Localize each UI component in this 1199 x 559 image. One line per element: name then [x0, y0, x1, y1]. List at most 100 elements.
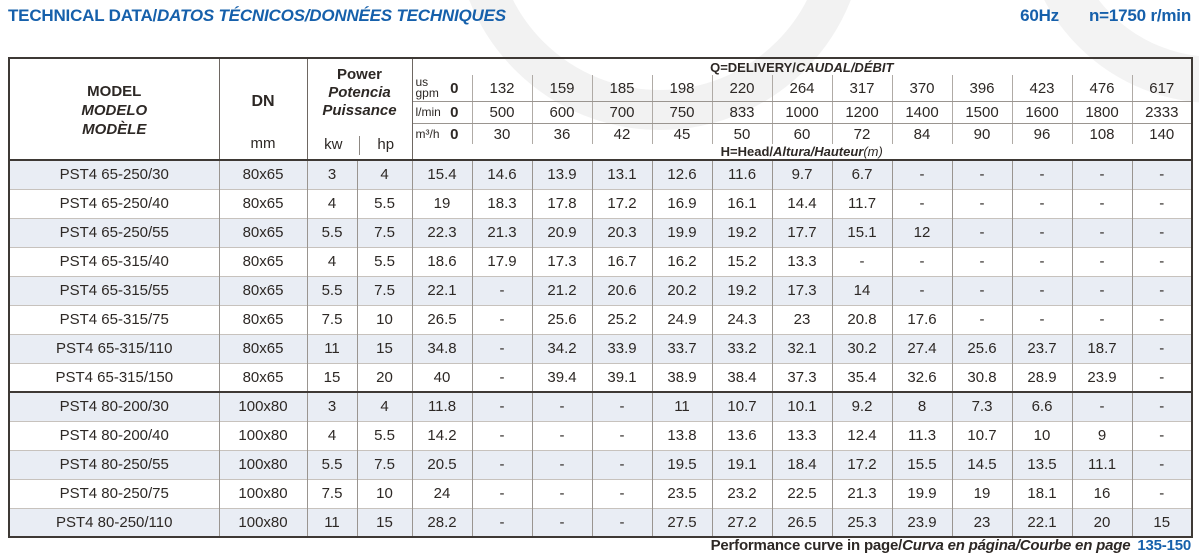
head-value-cell: 22.1: [411, 275, 472, 305]
head-value-cell: -: [471, 478, 532, 508]
delivery-value: 84: [891, 123, 952, 144]
delivery-value: 370: [891, 75, 952, 102]
head-value-cell: -: [591, 478, 652, 508]
delivery-value: 1500: [951, 101, 1012, 124]
head-value-cell: 21.3: [831, 478, 892, 508]
head-value-cell: 17.9: [471, 246, 532, 276]
delivery-value: 317: [831, 75, 892, 102]
delivery-value: 140: [1131, 123, 1193, 144]
head-value-cell: 17.3: [531, 246, 592, 276]
head-value-cell: 6.6: [1011, 391, 1072, 421]
model-cell: PST4 65-315/55: [9, 275, 219, 305]
dn-cell: 80x65: [218, 275, 307, 305]
head-value-cell: 21.2: [531, 275, 592, 305]
unit-row-us-gpm: us gpm 0 132 159 185 198 220 264 317 370 396 423 476 6…: [9, 75, 1193, 102]
head-value-cell: -: [1071, 275, 1132, 305]
head-value-cell: 15: [1131, 507, 1193, 537]
head-value-cell: -: [591, 420, 652, 450]
dn-column-header: DN mm: [219, 58, 308, 160]
head-value-cell: 17.6: [891, 304, 952, 334]
kw-cell: 3: [306, 391, 357, 421]
table-row: PST4 65-250/55 80x65 5.5 7.5 22.3 21.3 20.9 20.…: [9, 217, 1193, 247]
title-english: TECHNICAL DATA/: [8, 6, 158, 25]
head-value-cell: 24.9: [651, 304, 712, 334]
head-value-cell: 19.5: [651, 449, 712, 479]
head-value-cell: 11.6: [711, 160, 772, 189]
delivery-value: 108: [1071, 123, 1132, 144]
head-value-cell: 14.2: [411, 420, 472, 450]
model-cell: PST4 65-315/110: [9, 333, 219, 363]
kw-cell: 15: [306, 362, 357, 392]
head-value-cell: 14.5: [951, 449, 1012, 479]
head-value-cell: 38.9: [651, 362, 712, 392]
head-value-cell: 20.8: [831, 304, 892, 334]
head-value-cell: -: [471, 275, 532, 305]
hp-cell: 7.5: [356, 449, 412, 479]
delivery-title-row: MODEL MODELO MODÈLE DN mm Power: [9, 58, 1192, 160]
model-cell: PST4 80-250/110: [9, 507, 219, 537]
head-value-cell: 32.1: [771, 333, 832, 363]
kw-cell: 11: [306, 507, 357, 537]
head-value-cell: 25.2: [591, 304, 652, 334]
head-value-cell: 6.7: [831, 160, 892, 189]
head-value-cell: 30.2: [831, 333, 892, 363]
head-value-cell: 20.2: [651, 275, 712, 305]
model-label-es: MODELO: [81, 101, 148, 119]
delivery-value: 42: [591, 123, 652, 144]
head-value-cell: -: [1131, 304, 1193, 334]
head-value-cell: -: [1131, 478, 1193, 508]
head-value-cell: 20.5: [411, 449, 472, 479]
head-value-cell: 15.4: [411, 160, 472, 189]
head-value-cell: 14.4: [771, 188, 832, 218]
model-cell: PST4 80-200/30: [9, 391, 219, 421]
head-value-cell: 18.7: [1071, 333, 1132, 363]
delivery-value: 2333: [1131, 101, 1193, 124]
delivery-value: 1800: [1071, 101, 1132, 124]
delivery-value: 1000: [771, 101, 832, 124]
kw-cell: 3: [306, 160, 357, 189]
dn-cell: 100x80: [218, 449, 307, 479]
delivery-value: 60: [771, 123, 832, 144]
head-value-cell: 20.6: [591, 275, 652, 305]
table-row: PST4 65-250/30 80x65 3 4 15.4 14.6 13.9 13.1 12.…: [9, 160, 1193, 189]
head-value-cell: -: [1131, 362, 1193, 392]
dn-cell: 80x65: [218, 217, 307, 247]
head-value-cell: 18.6: [411, 246, 472, 276]
head-value-cell: 19: [951, 478, 1012, 508]
head-value-cell: 13.3: [771, 420, 832, 450]
hp-cell: 10: [356, 304, 412, 334]
head-value-cell: -: [471, 362, 532, 392]
head-value-cell: 9.7: [771, 160, 832, 189]
dn-cell: 80x65: [218, 333, 307, 363]
delivery-value: 617: [1131, 75, 1193, 102]
delivery-header-en: Q=DELIVERY/: [710, 59, 796, 75]
delivery-value: 423: [1011, 75, 1072, 102]
table-row: PST4 80-250/75 100x80 7.5 10 24- - -23.5 23.2 22…: [9, 478, 1193, 508]
hp-cell: 15: [356, 333, 412, 363]
page-header: TECHNICAL DATA/DATOS TÉCNICOS/DONNÉES TE…: [8, 6, 1191, 26]
head-value-cell: 24: [411, 478, 472, 508]
kw-cell: 4: [306, 246, 357, 276]
model-cell: PST4 65-250/40: [9, 188, 219, 218]
head-value-cell: 15.2: [711, 246, 772, 276]
table-row: PST4 65-250/40 80x65 4 5.5 19 18.3 17.8 17.2 16.…: [9, 188, 1193, 218]
delivery-value: 96: [1011, 123, 1072, 144]
head-value-cell: 10.1: [771, 391, 832, 421]
head-value-cell: 37.3: [771, 362, 832, 392]
delivery-header: Q=DELIVERY/CAUDAL/DÉBIT: [412, 58, 1192, 75]
head-value-cell: -: [831, 246, 892, 276]
head-value-cell: 15.5: [891, 449, 952, 479]
head-value-cell: 23: [951, 507, 1012, 537]
model-label-fr: MODÈLE: [82, 120, 147, 138]
dn-cell: 100x80: [218, 391, 307, 421]
delivery-value: 1600: [1011, 101, 1072, 124]
dn-cell: 80x65: [218, 188, 307, 218]
head-value-cell: 11.1: [1071, 449, 1132, 479]
hp-cell: 7.5: [356, 217, 412, 247]
head-value-cell: -: [1071, 160, 1132, 189]
model-cell: PST4 65-250/55: [9, 217, 219, 247]
head-value-cell: -: [531, 449, 592, 479]
head-value-cell: -: [1131, 246, 1193, 276]
head-value-cell: 12: [891, 217, 952, 247]
power-column-header: Power Potencia Puissance kw hp: [307, 58, 413, 160]
